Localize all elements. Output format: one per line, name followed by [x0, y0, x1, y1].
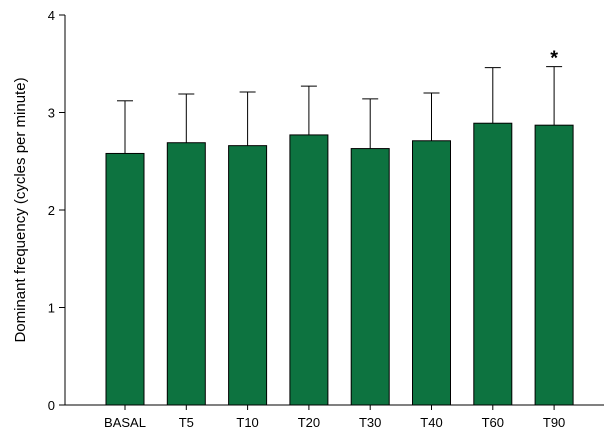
- x-tick-label-t60: T60: [482, 415, 504, 430]
- x-tick-label-t20: T20: [298, 415, 320, 430]
- bar-t5: [166, 142, 206, 406]
- significance-marker: *: [550, 48, 558, 70]
- x-tick-label-t10: T10: [236, 415, 258, 430]
- bar-t30: [350, 148, 390, 406]
- plot-area: 0 1 2 3 4 BASAL T5 T10 T20 T30 T40 T60 T90 *: [48, 8, 604, 430]
- y-axis-label: Dominant frequency (cycles per minute): [12, 77, 29, 342]
- bar-t40: [412, 140, 451, 406]
- bar-t60: [473, 122, 513, 406]
- y-tick-label: 1: [48, 301, 55, 316]
- x-tick-label-t30: T30: [359, 415, 381, 430]
- x-tick-label-basal: BASAL: [104, 415, 146, 430]
- y-tick-label: 4: [48, 8, 55, 23]
- y-tick-label: 3: [48, 106, 55, 121]
- bar-t90: [534, 124, 574, 406]
- bar-basal: [105, 152, 145, 406]
- x-tick-label-t90: T90: [543, 415, 565, 430]
- bar-t20: [289, 134, 329, 406]
- y-tick-label: 0: [48, 398, 55, 413]
- x-tick-label-t5: T5: [179, 415, 194, 430]
- bar-t10: [228, 145, 268, 406]
- x-tick-label-t40: T40: [420, 415, 442, 430]
- y-tick-label: 2: [48, 203, 55, 218]
